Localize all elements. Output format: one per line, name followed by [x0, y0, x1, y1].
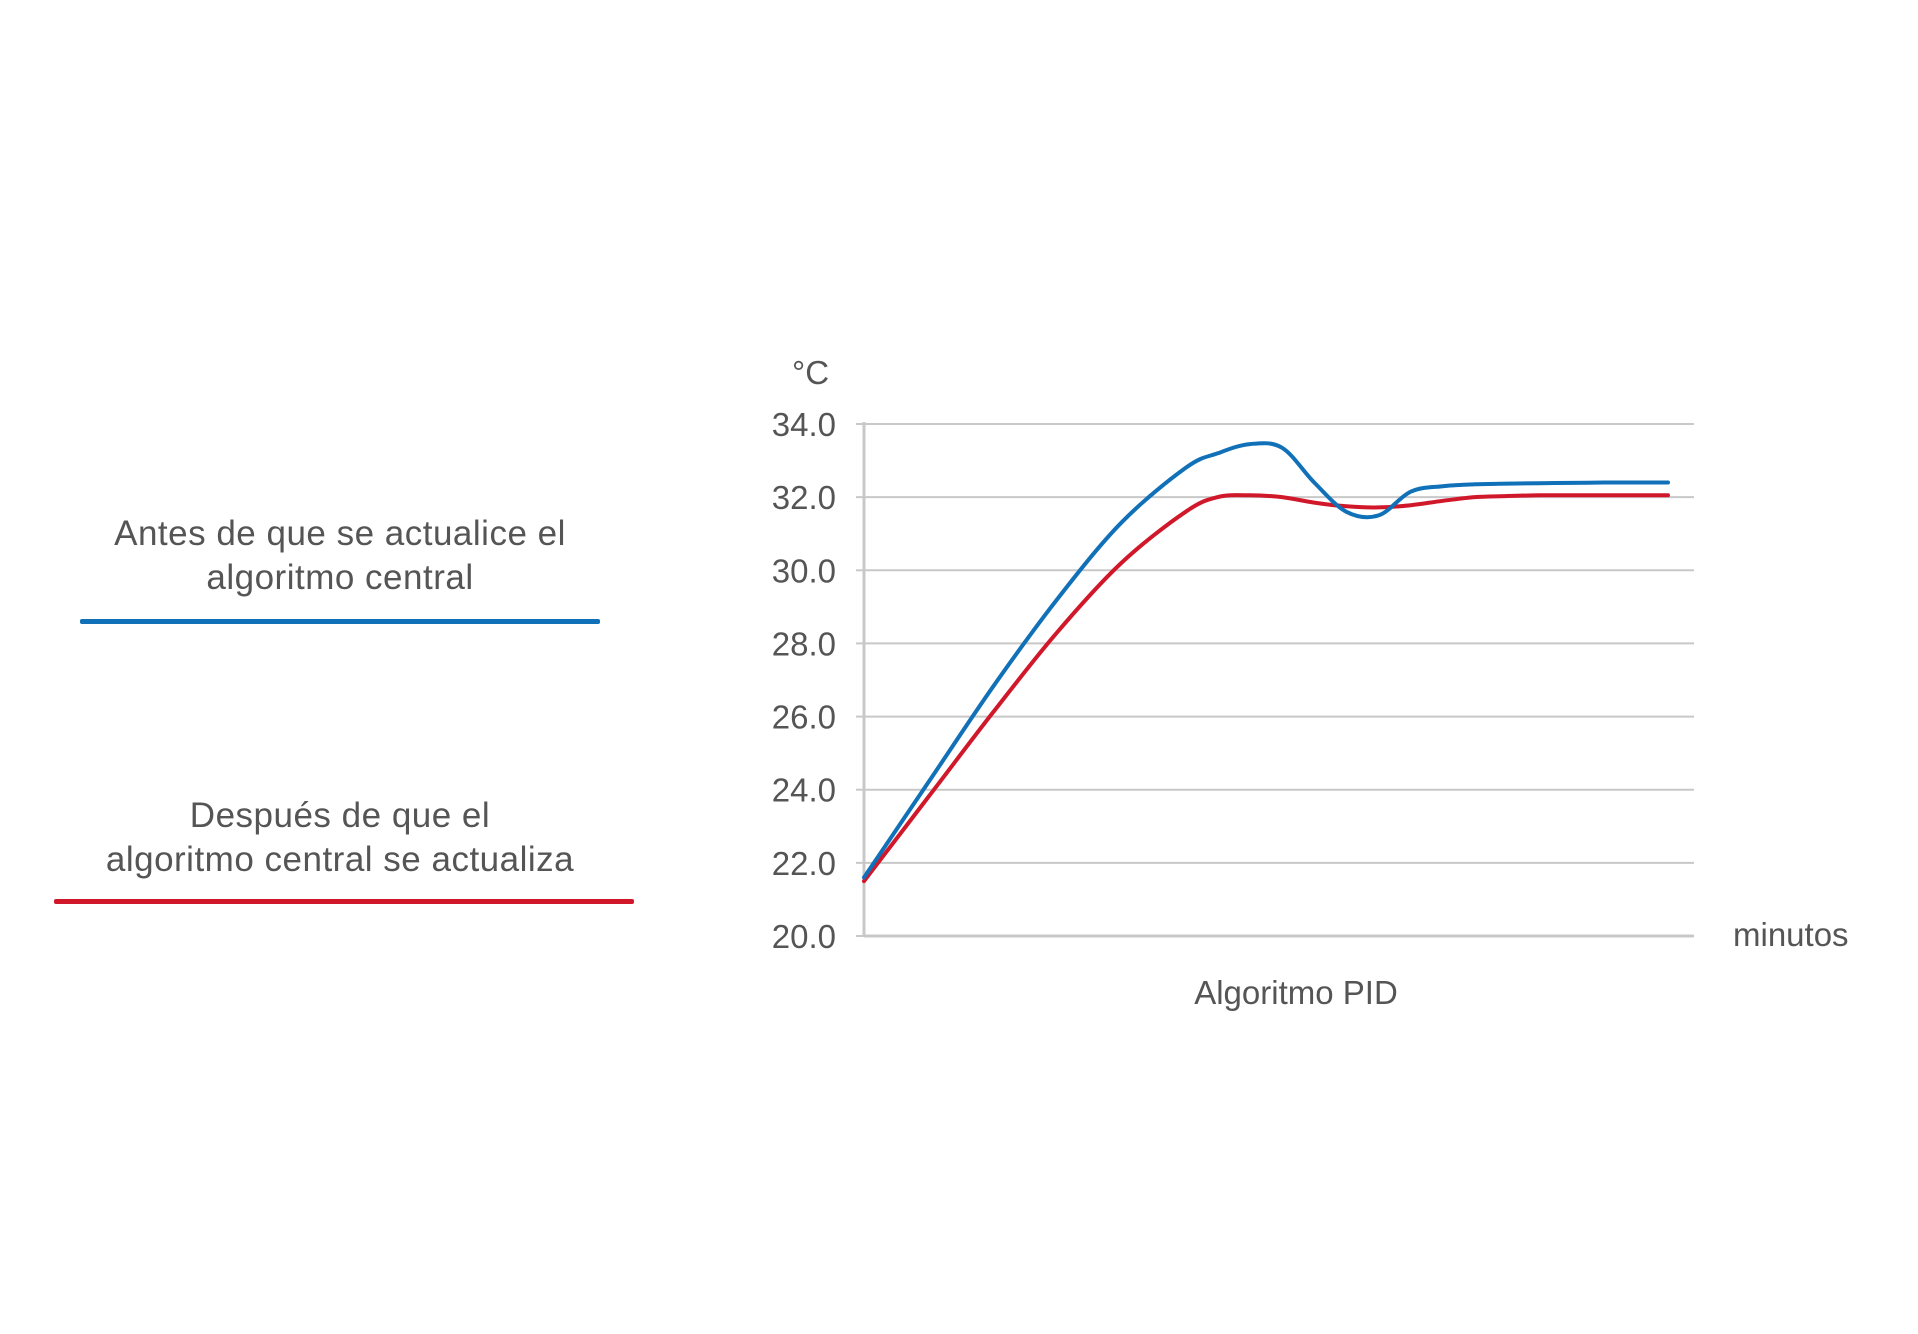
legend-before-text-line1: Antes de que se actualice el: [114, 514, 566, 553]
series-lines: [862, 441, 1670, 884]
legend-before-text-line2: algoritmo central: [206, 558, 474, 597]
y-tick-labels: 20.0 22.0 24.0 26.0 28.0 30.0 32.0 34.0: [772, 406, 836, 955]
legend-after-text-line2: algoritmo central se actualiza: [105, 840, 575, 879]
axes: [862, 422, 1694, 938]
series-line-after: [862, 493, 1670, 884]
y-tick-label: 32.0: [772, 479, 836, 516]
gridlines: [856, 423, 1694, 937]
y-tick-label: 30.0: [772, 552, 836, 589]
legend-swatch-before: [80, 619, 600, 624]
legend-entry-after: Después de que el algoritmo central se a…: [40, 794, 640, 882]
y-tick-label: 22.0: [772, 845, 836, 882]
y-tick-label: 26.0: [772, 699, 836, 736]
y-tick-label: 20.0: [772, 918, 836, 955]
legend-entry-before: Antes de que se actualice el algoritmo c…: [60, 512, 620, 600]
legend-after-text-line1: Después de que el: [189, 796, 491, 835]
series-line-before: [862, 441, 1670, 880]
x-axis-title: Algoritmo PID: [1194, 974, 1398, 1011]
legend-swatch-after: [54, 899, 634, 904]
y-tick-label: 24.0: [772, 772, 836, 809]
x-axis-unit-label: minutos: [1733, 916, 1849, 953]
y-tick-label: 28.0: [772, 625, 836, 662]
y-tick-label: 34.0: [772, 406, 836, 443]
y-axis-unit-label: °C: [792, 354, 829, 391]
